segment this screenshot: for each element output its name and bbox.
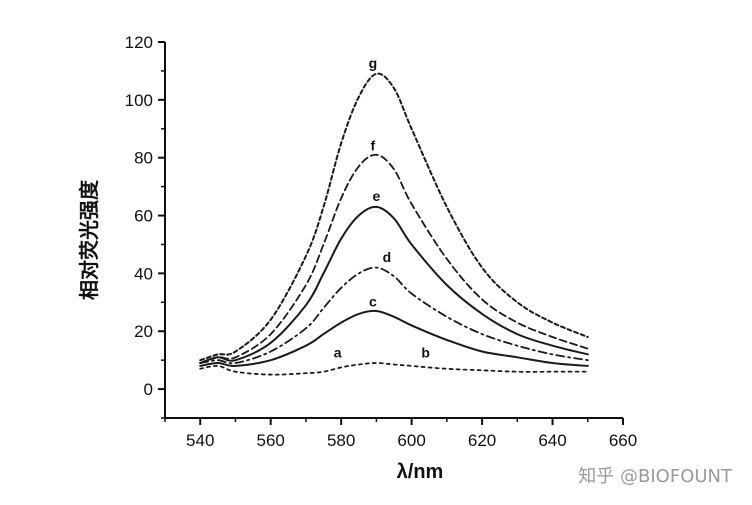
y-tick-label: 20 <box>134 322 153 341</box>
series-line-d <box>199 266 589 365</box>
series-label-e: e <box>372 188 380 204</box>
x-tick-label: 620 <box>468 431 496 450</box>
series-layer <box>199 72 589 376</box>
y-tick-label: 60 <box>134 207 153 226</box>
x-tick-label: 560 <box>257 431 285 450</box>
series-label-g: g <box>369 55 378 71</box>
series-label-f: f <box>371 137 376 153</box>
watermark: 知乎 @BIOFOUNT <box>578 466 732 487</box>
axes: 540 560 580 600 620 640 660 0 20 40 60 80 100 120 <box>125 33 638 450</box>
series-line-b <box>199 362 589 376</box>
series-labels: g f e d c a b <box>334 55 430 360</box>
series-label-c: c <box>369 294 377 310</box>
x-tick-label: 660 <box>609 431 637 450</box>
x-axis-title: λ/nm <box>397 461 444 483</box>
series-line-g <box>199 72 589 362</box>
y-tick-label: 80 <box>134 149 153 168</box>
y-axis-title: 相对荧光强度 <box>77 179 101 300</box>
y-tick-label: 0 <box>144 380 153 399</box>
y-tick-label: 100 <box>125 91 153 110</box>
x-tick-label: 600 <box>397 431 425 450</box>
y-tick-label: 120 <box>125 33 153 52</box>
series-label-d: d <box>383 249 392 265</box>
series-line-c <box>199 309 589 367</box>
series-line-e <box>199 205 589 364</box>
x-tick-label: 640 <box>538 431 566 450</box>
series-line-f <box>199 153 589 364</box>
series-label-b: b <box>421 344 430 360</box>
x-tick-label: 580 <box>327 431 355 450</box>
x-tick-label: 540 <box>186 431 214 450</box>
y-tick-label: 40 <box>134 264 153 283</box>
series-label-a: a <box>334 344 342 360</box>
